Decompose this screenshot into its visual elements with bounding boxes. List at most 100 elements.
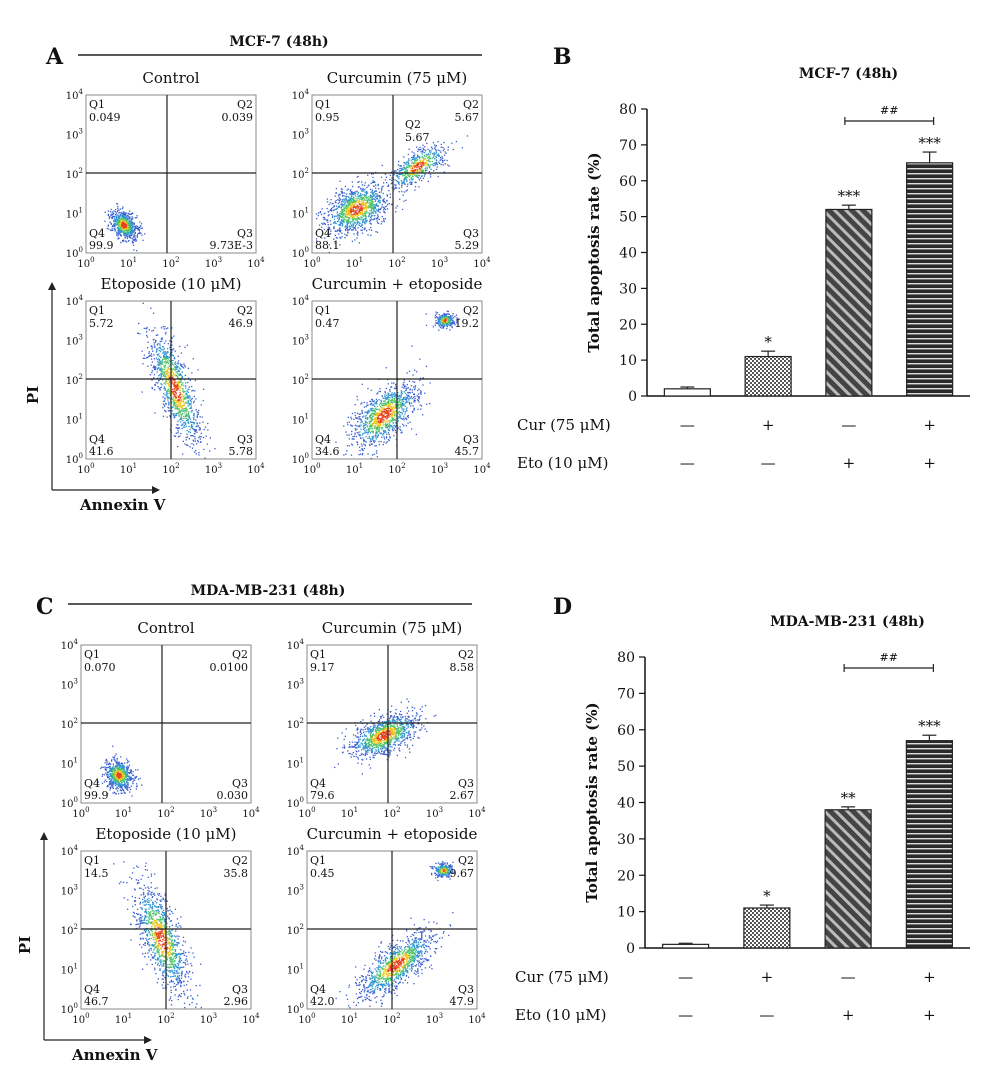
treatment-sign: + <box>762 416 775 434</box>
quadrant-label: Q2 <box>405 118 421 131</box>
arrowhead-icon <box>40 832 48 840</box>
y-tick-label: 100 <box>61 1002 78 1016</box>
treatment-label: Cur (75 μM) <box>517 416 611 434</box>
y-tick-label: 101 <box>61 757 78 771</box>
y-tick-label: 104 <box>66 294 84 308</box>
quadrant-value: 0.95 <box>315 111 340 124</box>
cell-population <box>334 698 437 775</box>
y-tick-label: 50 <box>619 210 637 226</box>
y-tick-label: 0 <box>628 389 637 405</box>
treatment-label: Cur (75 μM) <box>515 968 609 986</box>
y-tick-label: 103 <box>61 678 78 692</box>
quadrant-value: 45.7 <box>455 445 480 458</box>
quadrant-label: Q3 <box>458 777 474 790</box>
y-tick-label: 104 <box>61 638 79 652</box>
x-tick-label: 103 <box>205 462 222 476</box>
y-tick-label: 103 <box>287 678 304 692</box>
plot-frame <box>306 644 478 804</box>
quadrant-value: 0.45 <box>310 867 335 880</box>
plot-title: Control <box>142 69 199 87</box>
cell-population <box>97 745 143 797</box>
quadrant-label: Q3 <box>237 227 253 240</box>
chart-title: MCF-7 (48h) <box>799 66 898 82</box>
y-tick-label: 100 <box>292 246 309 260</box>
quadrant-label: Q4 <box>310 777 326 790</box>
quadrant-label: Q3 <box>458 983 474 996</box>
y-tick-label: 50 <box>617 759 635 775</box>
x-axis-label: Annexin V <box>79 496 166 514</box>
treatment-sign: — <box>841 968 856 986</box>
y-tick-label: 104 <box>292 294 310 308</box>
y-tick-label: 102 <box>287 717 304 731</box>
quadrant-label: Q1 <box>89 98 105 111</box>
quadrant-value: 5.67 <box>455 111 480 124</box>
dot-plot: ControlQ10.049Q20.039Q499.9Q39.73E-31001… <box>66 69 265 270</box>
quadrant-label: Q3 <box>237 433 253 446</box>
plot-title: Etoposide (10 μM) <box>95 825 236 843</box>
panel-letter: C <box>36 594 54 620</box>
x-tick-label: 102 <box>383 1012 400 1026</box>
y-tick-label: 103 <box>66 334 83 348</box>
significance-label: *** <box>918 134 941 152</box>
x-tick-label: 101 <box>341 1012 358 1026</box>
x-tick-label: 104 <box>247 256 265 270</box>
y-tick-label: 60 <box>619 174 637 190</box>
quadrant-value: 0.049 <box>89 111 121 124</box>
x-tick-label: 100 <box>298 1012 315 1026</box>
y-tick-label: 30 <box>619 281 637 297</box>
panel-letter: B <box>553 44 572 70</box>
treatment-sign: + <box>923 454 936 472</box>
y-tick-label: 20 <box>619 317 637 333</box>
quadrant-value: 9.17 <box>310 661 335 674</box>
x-tick-label: 102 <box>388 256 405 270</box>
quadrant-value: 88.1 <box>315 239 340 252</box>
bar <box>744 355 792 397</box>
quadrant-value: 8.58 <box>450 661 475 674</box>
x-tick-label: 104 <box>468 806 486 820</box>
quadrant-value: 19.2 <box>455 317 480 330</box>
x-tick-label: 102 <box>157 1012 174 1026</box>
treatment-sign: + <box>843 454 856 472</box>
x-tick-label: 100 <box>298 806 315 820</box>
x-tick-label: 103 <box>431 462 448 476</box>
x-tick-label: 103 <box>205 256 222 270</box>
treatment-sign: — <box>680 416 695 434</box>
y-tick-label: 100 <box>66 452 83 466</box>
y-tick-label: 102 <box>61 923 78 937</box>
quadrant-value: 5.67 <box>405 131 430 144</box>
quadrant-value: 5.78 <box>229 445 254 458</box>
quadrant-value: 9.67 <box>450 867 475 880</box>
bar <box>663 388 711 397</box>
y-tick-label: 102 <box>61 717 78 731</box>
x-tick-label: 104 <box>468 1012 486 1026</box>
quadrant-label: Q1 <box>89 304 105 317</box>
y-tick-label: 70 <box>617 686 635 702</box>
treatment-label: Eto (10 μM) <box>517 454 608 472</box>
panel-title: MCF-7 (48h) <box>229 34 328 50</box>
y-tick-label: 100 <box>61 796 78 810</box>
bar-chart-mcf7: B MCF-7 (48h) 0 10 20 30 40 50 60 70 80 Total apopt… <box>517 44 970 472</box>
y-tick-label: 103 <box>66 128 83 142</box>
x-tick-label: 101 <box>115 806 132 820</box>
quadrant-value: 2.96 <box>224 995 249 1008</box>
x-tick-label: 104 <box>242 806 260 820</box>
x-tick-label: 101 <box>346 462 363 476</box>
treatment-sign: + <box>923 968 936 986</box>
bar <box>743 907 791 949</box>
quadrant-label: Q4 <box>315 433 331 446</box>
x-tick-label: 103 <box>200 806 217 820</box>
y-tick-label: 100 <box>287 796 304 810</box>
plot-title: Curcumin (75 μM) <box>327 69 468 87</box>
x-tick-label: 100 <box>303 256 320 270</box>
y-tick-label: 103 <box>287 884 304 898</box>
y-tick-label: 20 <box>617 868 635 884</box>
x-tick-label: 101 <box>120 462 137 476</box>
quadrant-value: 41.6 <box>89 445 114 458</box>
y-axis-label: Total apoptosis rate (%) <box>583 702 601 902</box>
quadrant-value: 2.67 <box>450 789 475 802</box>
treatment-sign: + <box>761 968 774 986</box>
treatment-sign: + <box>923 1006 936 1024</box>
